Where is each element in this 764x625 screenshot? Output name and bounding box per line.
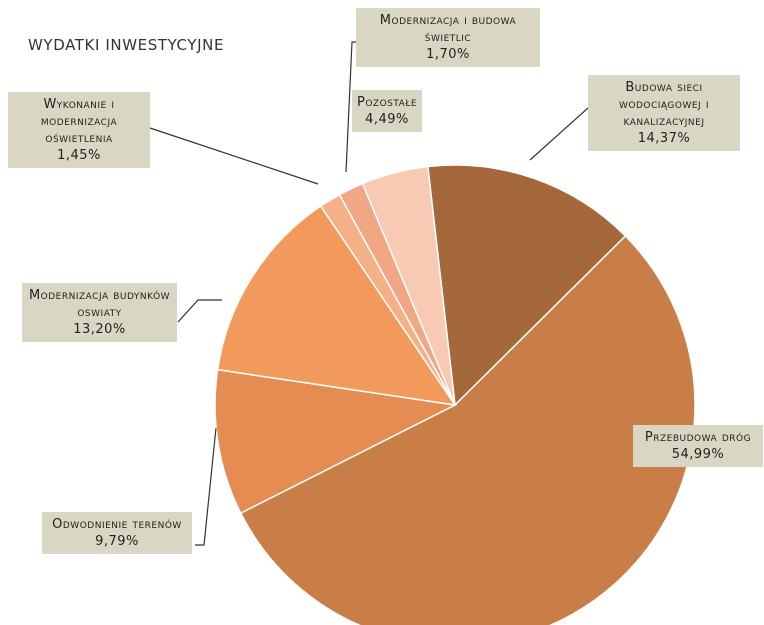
slice-value: 54,99% [671, 447, 725, 462]
slice-value: 13,20% [73, 322, 126, 337]
slice-value: 4,49% [365, 112, 409, 127]
slice-name: Wykonanie i modernizacja oświetlenia [40, 97, 118, 146]
slice-name: Modernizacja i budowa świetlic [379, 13, 517, 45]
slice-name: Odwodnienie terenów [52, 517, 182, 532]
slice-label: Pozostałe 4,49% [352, 90, 422, 132]
slice-label: Wykonanie i modernizacja oświetlenia 1,45… [8, 92, 150, 168]
slice-name: Pozostałe [357, 95, 418, 110]
pie-slice [214, 368, 458, 515]
slice-label: Odwodnienie terenów 9,79% [42, 512, 192, 554]
slice-name: Przebudowa dróg [644, 430, 752, 445]
leader-line [177, 299, 222, 323]
slice-label: Budowa sieci wodociągowej i kanalizacyjn… [588, 75, 740, 151]
slice-value: 9,79% [95, 534, 139, 549]
pie-slice [427, 164, 627, 407]
slice-label: Modernizacja budynków oswiaty 13,20% [22, 283, 177, 342]
slice-name: Modernizacja budynków oswiaty [28, 288, 171, 320]
pie-slice [216, 205, 457, 406]
pie-slice [361, 165, 456, 406]
slice-value: 14,37% [637, 131, 691, 146]
slice-value: 1,70% [426, 47, 470, 62]
leader-line [529, 107, 589, 161]
leader-line [195, 427, 217, 546]
slice-value: 1,45% [57, 148, 101, 163]
pie-slice [239, 234, 696, 625]
chart-title: WYDATKI INWESTYCYJNE [28, 36, 225, 54]
slice-label: Przebudowa dróg 54,99% [633, 425, 763, 467]
slice-label: Modernizacja i budowa świetlic 1,70% [356, 8, 540, 67]
slice-name: Budowa sieci wodociągowej i kanalizacyjn… [618, 80, 710, 129]
leader-line [149, 127, 319, 185]
